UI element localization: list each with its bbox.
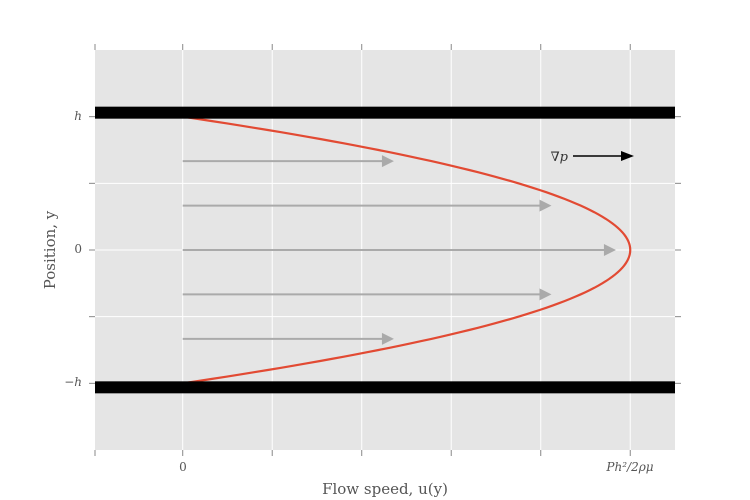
- velocity-arrow-2: [182, 244, 616, 256]
- velocity-arrow-3: [182, 288, 552, 301]
- channel-walls: [95, 106, 675, 394]
- x-axis-title: Flow speed, u(y): [322, 480, 448, 498]
- velocity-arrow-4: [182, 332, 394, 345]
- channel-wall-bottom: [95, 381, 675, 394]
- velocity-profile-curve: [182, 115, 632, 385]
- pressure-gradient-arrow: [573, 151, 634, 161]
- axis-ticks: [89, 44, 681, 456]
- y-tick-label-zero: 0: [74, 242, 82, 256]
- y-tick-label-neg-h: −h: [64, 375, 82, 389]
- y-tick-label-h: h: [74, 109, 82, 123]
- velocity-arrows: [182, 155, 616, 345]
- y-axis-title: Position, y: [41, 210, 59, 289]
- velocity-arrow-1: [182, 199, 552, 212]
- velocity-arrow-0: [182, 155, 394, 168]
- x-tick-label-max: Ph²/2ρμ: [605, 460, 653, 474]
- channel-wall-top: [95, 106, 675, 119]
- x-tick-label-zero: 0: [179, 460, 187, 474]
- pressure-gradient-label: ∇p: [551, 150, 569, 165]
